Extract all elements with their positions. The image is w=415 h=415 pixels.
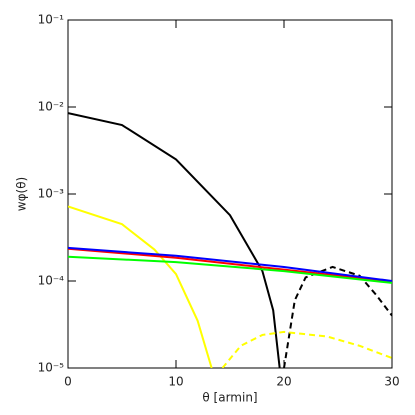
x-tick-label: 30 [384, 375, 399, 389]
data-line [68, 112, 281, 368]
data-line [68, 247, 392, 283]
x-axis-label: θ [armin] [202, 391, 257, 405]
x-tick-label: 0 [64, 375, 72, 389]
y-tick-label: 10⁻² [38, 100, 65, 114]
data-line [68, 205, 213, 368]
plot-frame [67, 19, 393, 369]
data-line [68, 255, 392, 284]
x-tick-label: 20 [276, 375, 291, 389]
data-line [221, 330, 392, 368]
y-tick-label: 10⁻⁵ [38, 361, 65, 375]
y-axis-label: wφ(θ) [15, 177, 29, 211]
data-line [68, 246, 392, 282]
y-tick-label: 10⁻³ [38, 187, 65, 201]
y-tick-label: 10⁻⁴ [38, 274, 65, 288]
x-tick-label: 10 [168, 375, 183, 389]
y-tick-label: 10⁻¹ [38, 13, 65, 27]
data-line [283, 265, 392, 368]
